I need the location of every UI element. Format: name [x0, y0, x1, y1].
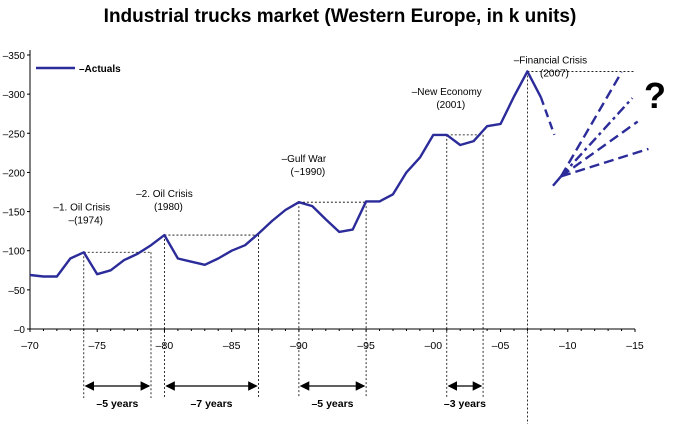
- axes: –0 –50 –100 –150 –200 –250 –300 –350 –70 –75 –80 –8…: [3, 50, 644, 352]
- forecast-scenario-line: [560, 71, 623, 177]
- x-tick-label: –90: [290, 340, 308, 352]
- question-mark: ?: [644, 75, 666, 116]
- forecast-scenario-line: [560, 120, 639, 178]
- x-tick-label: –00: [425, 340, 443, 352]
- x-tick-label: –15: [626, 340, 644, 352]
- y-tick-label: –300: [3, 90, 26, 101]
- annotation-text: –New Economy: [412, 87, 482, 98]
- annotation-text: (1980): [154, 202, 183, 213]
- forecast-scenario-line: [560, 147, 649, 178]
- x-tick-label: –75: [88, 340, 106, 352]
- y-tick-label: –0: [14, 325, 26, 336]
- y-tick-label: –150: [3, 208, 26, 219]
- annotation-text: –Gulf War: [282, 154, 327, 165]
- cycle-label: –7 years: [190, 398, 232, 410]
- cycle-label: –3 years: [444, 398, 486, 410]
- y-tick-label: –250: [3, 129, 26, 140]
- x-tick-label: –95: [357, 340, 375, 352]
- x-tick-label: –85: [223, 340, 241, 352]
- cycle-label: –5 years: [311, 398, 353, 410]
- annotations-layer: –1. Oil Crisis –(1974) –2. Oil Crisis (1980…: [53, 55, 587, 226]
- annotation-text: (2007): [540, 68, 569, 79]
- annotation-text: –2. Oil Crisis: [136, 189, 193, 200]
- legend: –Actuals: [36, 64, 121, 75]
- y-tick-label: –200: [3, 168, 26, 179]
- annotation-text: –(1974): [69, 215, 103, 226]
- y-tick-label: –350: [3, 51, 26, 62]
- legend-label: –Actuals: [79, 64, 121, 75]
- annotation-text: –Financial Crisis: [514, 55, 587, 66]
- y-tick-label: –50: [8, 286, 25, 297]
- annotation-text: (~1990): [291, 167, 326, 178]
- series-actuals-line: [29, 70, 542, 278]
- x-tick-label: –70: [21, 340, 39, 352]
- cycle-label: –5 years: [96, 398, 138, 410]
- cycles-layer: –5 years –7 years –5 years –3 years: [84, 381, 486, 410]
- annotation-text: –1. Oil Crisis: [53, 202, 110, 213]
- reference-lines: [83, 71, 635, 424]
- y-tick-label: –100: [3, 247, 26, 258]
- x-tick-label: –80: [156, 340, 174, 352]
- x-tick-label: –05: [492, 340, 510, 352]
- forecast-scenario-line: [560, 97, 634, 178]
- x-tick-label: –10: [559, 340, 577, 352]
- annotation-text: (2001): [436, 100, 465, 111]
- chart-title: Industrial trucks market (Western Europe…: [103, 6, 577, 27]
- forecast-trough-line: [552, 175, 562, 187]
- forecast-layer: ?: [539, 71, 666, 187]
- series-layer: [29, 70, 542, 278]
- forecast-drop-line: [539, 96, 556, 136]
